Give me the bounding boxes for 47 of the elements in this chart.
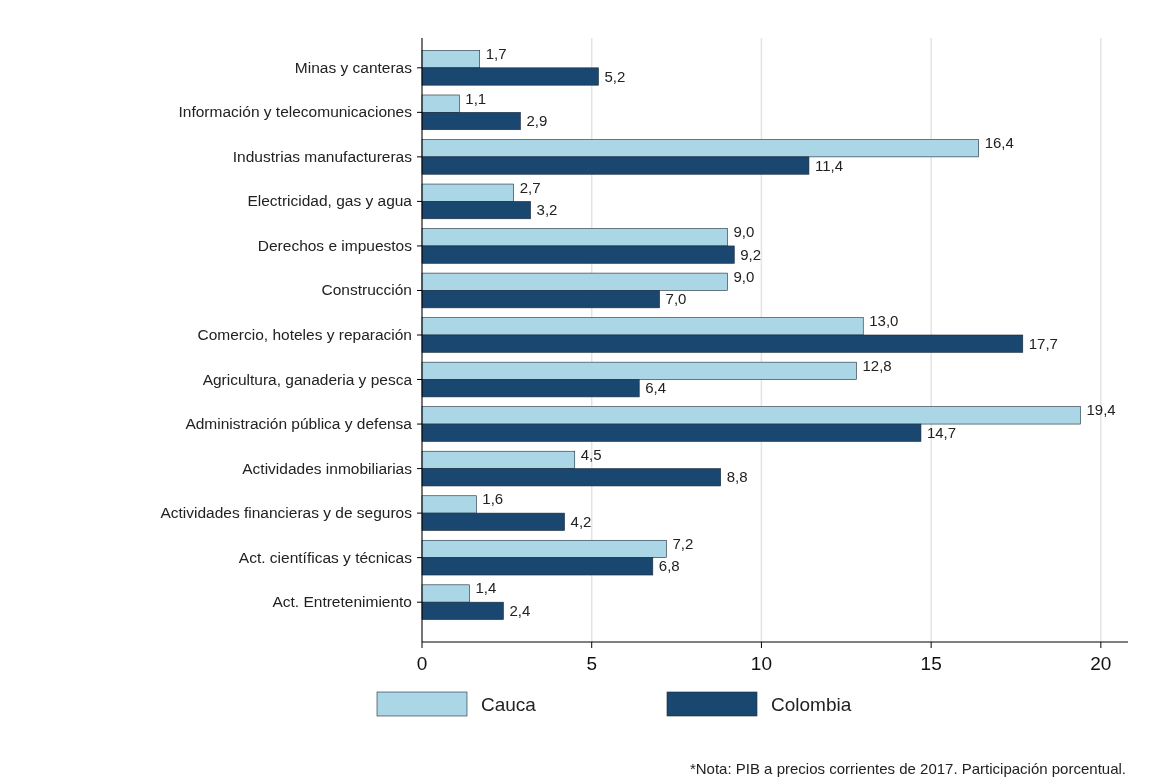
x-tick-label: 0 [416, 653, 428, 674]
y-tick-label: Industrias manufactureras [232, 147, 413, 165]
data-label: 9,2 [740, 245, 762, 263]
x-tick-label: 5 [586, 653, 597, 674]
data-label: 2,7 [519, 178, 541, 196]
y-tick-label: Comercio, hoteles y reparación [197, 326, 412, 343]
data-label: 6,4 [645, 379, 667, 397]
data-label: 1,4 [475, 579, 497, 597]
data-label: 1,1 [465, 89, 487, 107]
data-label: 7,0 [665, 290, 687, 308]
y-tick-label: Administración pública y defensa [185, 415, 413, 433]
data-label: 9,0 [733, 267, 755, 285]
data-label: 16,4 [984, 134, 1014, 152]
data-label: 7,2 [672, 534, 694, 552]
data-label: 4,5 [580, 445, 602, 463]
data-label: 12,8 [862, 356, 892, 374]
x-tick-label: 10 [750, 653, 772, 674]
data-label: 6,8 [658, 557, 680, 575]
x-tick-label: 20 [1090, 653, 1112, 674]
data-label: 9,0 [733, 223, 755, 241]
y-tick-label: Electricidad, gas y agua [247, 192, 413, 210]
y-tick-label: Minas y canteras [294, 58, 413, 76]
y-tick-label: Actividades financieras y de seguros [160, 504, 413, 522]
data-label: 8,8 [726, 468, 748, 486]
data-label: 2,9 [526, 112, 548, 130]
y-tick-label: Construcción [321, 281, 412, 299]
data-label: 17,7 [1028, 334, 1058, 352]
y-tick-label: Actividades inmobiliarias [242, 459, 413, 477]
legend-label: Cauca [481, 694, 537, 715]
y-tick-label: Agricultura, ganaderia y pesca [202, 370, 413, 388]
y-tick-label: Act. científicas y técnicas [238, 548, 413, 566]
data-label: 1,6 [482, 490, 504, 508]
data-label: 3,2 [536, 201, 558, 219]
text: *Nota: PIB a precios corrientes de 2017. Participación porcentual. [689, 760, 1126, 777]
y-tick-label: Act. Entretenimiento [272, 593, 412, 611]
data-label: 2,4 [509, 601, 531, 619]
legend-label: Colombia [771, 694, 852, 715]
y-tick-label: Derechos e impuestos [257, 236, 413, 254]
data-label: 4,2 [570, 512, 592, 530]
data-label: 1,7 [485, 45, 507, 63]
x-tick-label: 15 [920, 653, 942, 674]
y-tick-label: Información y telecomunicaciones [178, 103, 413, 121]
data-label: 13,0 [869, 312, 899, 330]
data-label: 5,2 [604, 67, 626, 85]
data-label: 11,4 [814, 156, 844, 174]
data-label: 14,7 [926, 423, 957, 441]
data-label: 19,4 [1086, 401, 1116, 419]
